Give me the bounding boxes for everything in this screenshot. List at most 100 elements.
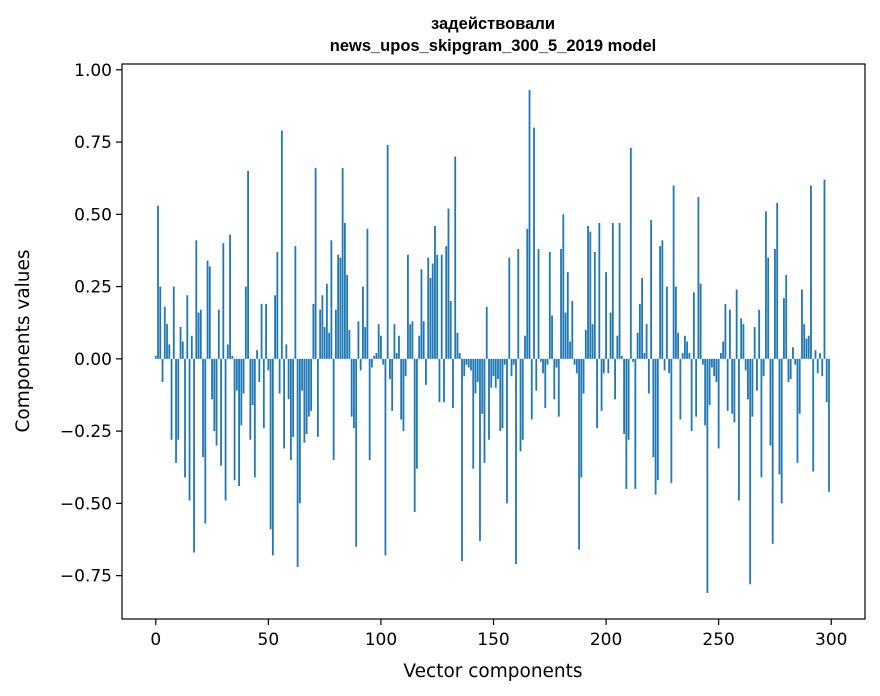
bar-166 [528,90,531,359]
bar-44 [253,358,256,478]
bar-204 [614,358,616,400]
bar-228 [668,358,671,374]
y-tick-label: 1.00 [74,61,112,81]
bar-164 [524,335,526,359]
bar-172 [542,358,544,374]
bar-81 [337,254,340,359]
bar-58 [285,344,288,359]
bar-148 [488,358,490,440]
bar-284 [794,358,797,365]
bar-161 [517,249,520,359]
bar-267 [756,358,758,391]
bar-202 [609,312,612,359]
y-tick-label: −0.75 [60,567,112,587]
bar-188 [578,358,580,550]
bar-255 [729,309,731,359]
bar-211 [629,147,632,359]
bar-263 [747,358,749,400]
bar-294 [816,358,819,374]
bar-248 [713,358,716,377]
bar-103 [386,144,389,359]
y-tick-label: 0.25 [74,278,112,298]
bar-100 [380,335,382,359]
bar-195 [593,251,596,359]
bar-180 [560,249,562,359]
bar-225 [661,240,664,359]
bar-46 [258,358,261,382]
bar-87 [350,358,353,417]
bar-30 [222,243,225,359]
bar-97 [373,355,376,359]
bar-27 [215,358,218,446]
bar-91 [359,358,362,371]
bar-187 [575,358,578,374]
x-tick-label: 250 [702,630,734,650]
bar-167 [530,358,533,420]
bar-209 [625,358,628,489]
bar-53 [274,295,276,359]
bar-208 [623,358,625,434]
bar-157 [508,257,511,359]
bar-275 [774,249,776,359]
bar-116 [416,358,418,469]
bar-210 [627,358,630,440]
bar-298 [825,358,828,403]
bar-16 [190,335,193,359]
bar-231 [674,286,677,359]
bar-233 [679,358,682,420]
bar-268 [758,309,761,359]
bar-35 [233,358,236,481]
bar-48 [262,358,265,429]
y-tick-label: −0.25 [60,422,112,442]
bar-42 [249,358,252,440]
bar-105 [391,358,394,411]
bar-223 [656,358,659,481]
bar-158 [510,358,513,377]
bar-139 [467,358,470,368]
bar-256 [731,358,734,414]
bar-128 [443,358,445,403]
bar-121 [427,257,430,359]
bar-12 [181,341,184,359]
bar-280 [785,275,788,359]
bar-25 [211,358,213,400]
bar-114 [411,321,414,359]
bar-192 [587,225,589,359]
bar-230 [672,185,675,359]
bar-155 [503,358,506,365]
bar-285 [796,358,799,463]
bar-33 [229,234,231,359]
bar-151 [494,358,497,388]
bar-271 [765,211,767,359]
bar-170 [537,249,540,359]
bar-168 [533,127,535,359]
bar-120 [425,358,427,385]
bar-226 [663,358,666,371]
bar-203 [611,222,614,359]
bar-262 [744,358,747,371]
x-tick-label: 300 [815,630,847,650]
bar-50 [267,358,270,371]
bar-224 [659,246,662,359]
bar-274 [771,358,774,544]
bar-176 [551,315,553,359]
bar-183 [566,272,569,359]
bar-49 [265,303,267,359]
bar-146 [483,358,486,463]
bar-185 [571,301,574,359]
bar-136 [461,358,463,562]
bar-93 [364,327,367,359]
bar-95 [368,358,371,461]
bar-207 [620,355,623,359]
bar-197 [598,222,601,359]
bar-17 [193,358,195,553]
bar-191 [584,329,587,359]
bar-8 [172,286,175,359]
bar-61 [292,358,295,437]
bar-111 [404,358,407,377]
bar-279 [783,298,785,359]
x-tick-label: 150 [477,630,509,650]
bar-283 [792,347,794,359]
bar-0 [154,355,157,359]
